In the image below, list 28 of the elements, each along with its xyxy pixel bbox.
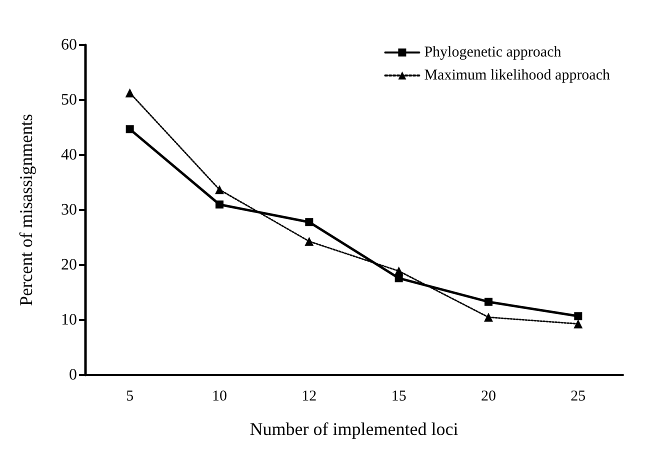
y-tick-label: 60	[61, 36, 77, 54]
y-tick-label: 0	[69, 366, 77, 384]
point	[305, 218, 314, 226]
x-tick-label: 10	[212, 388, 227, 404]
point	[215, 185, 224, 194]
y-tick-label: 30	[61, 202, 77, 218]
x-tick-label: 12	[302, 388, 317, 404]
point	[484, 298, 492, 306]
legend-label: Maximum likelihood approach	[424, 68, 610, 84]
point	[125, 88, 134, 98]
y-axis-title: Percent of misassignments	[16, 114, 36, 306]
point	[216, 200, 224, 208]
x-tick-label: 5	[126, 388, 134, 404]
y-tick-label: 50	[61, 92, 77, 108]
y-tick-label: 40	[61, 146, 77, 164]
point	[574, 319, 583, 328]
point	[126, 125, 134, 134]
y-tick-label: 10	[61, 312, 77, 328]
point	[484, 312, 493, 322]
x-tick-label: 25	[570, 388, 586, 404]
x-tick-label: 15	[391, 388, 406, 404]
point	[574, 312, 582, 320]
point	[304, 236, 314, 246]
y-tick-label: 20	[61, 256, 77, 274]
point	[394, 266, 404, 276]
x-tick-label: 20	[481, 388, 496, 404]
x-axis-title: Number of implemented loci	[250, 419, 458, 439]
legend-label: Phylogenetic approach	[424, 44, 562, 60]
